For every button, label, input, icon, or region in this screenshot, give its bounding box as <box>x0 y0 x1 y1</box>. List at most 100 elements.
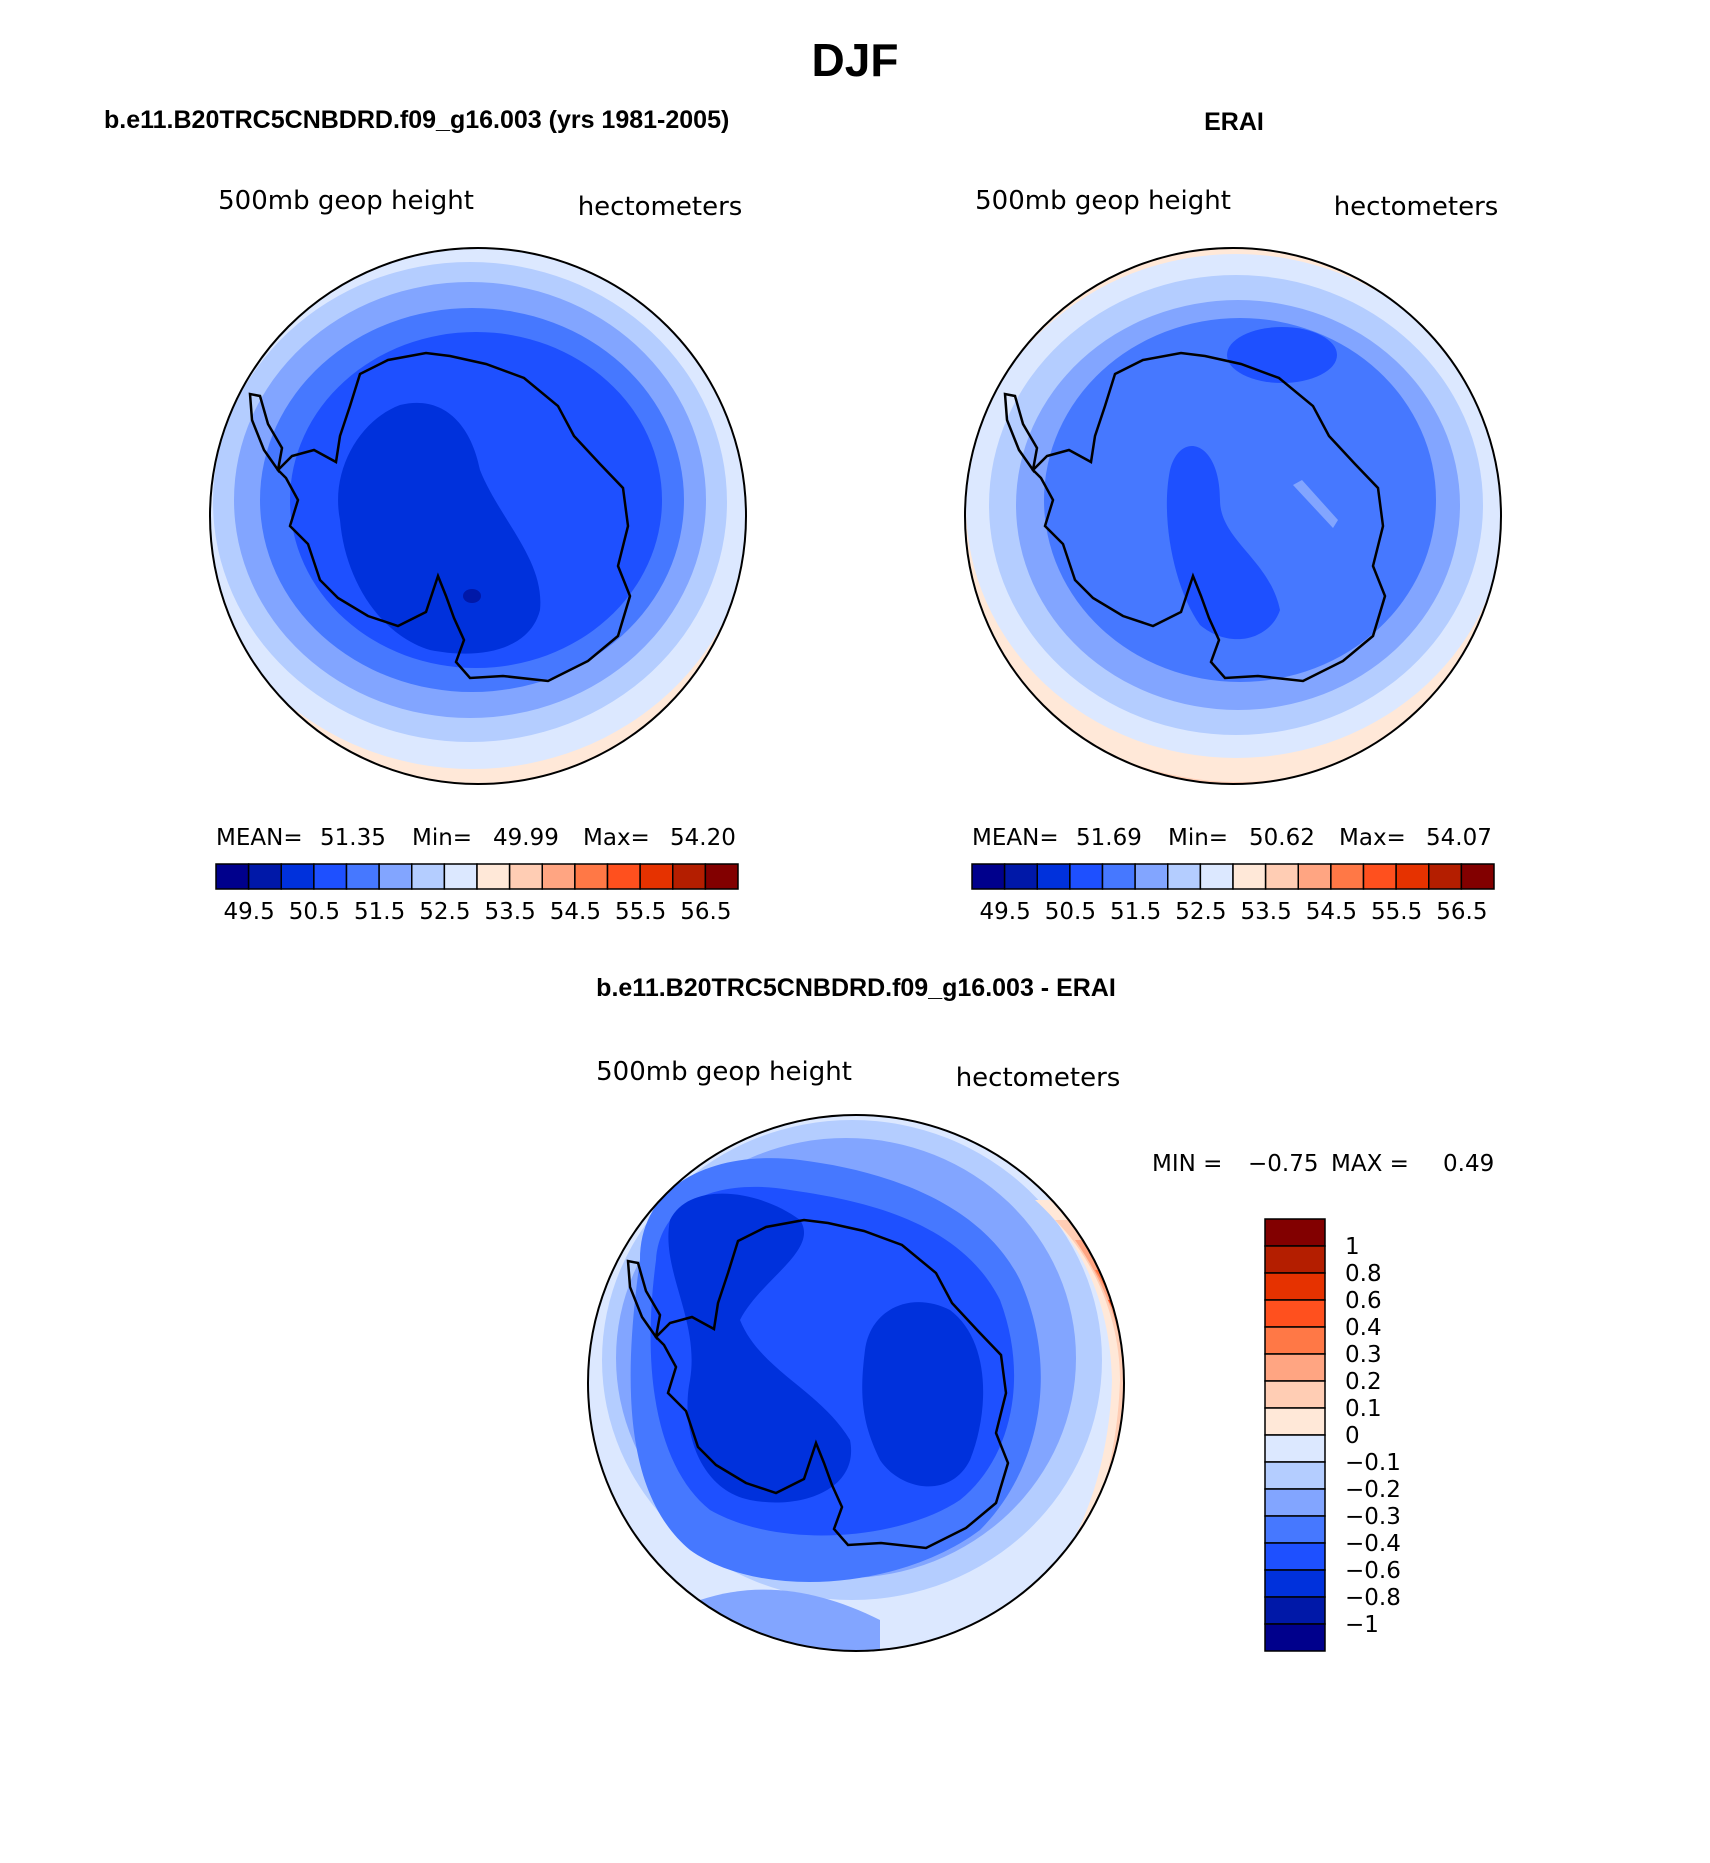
diff-colorbar-box <box>1264 1461 1326 1490</box>
case-colorbar-box <box>672 863 707 890</box>
diff-colorbar-box <box>1264 1542 1326 1571</box>
season-title: DJF <box>812 34 899 86</box>
obs-colorbar-box <box>1101 863 1136 890</box>
case-colorbar-label: 49.5 <box>224 899 275 925</box>
obs-colorbar-label: 53.5 <box>1241 899 1292 925</box>
case-colorbar-label: 53.5 <box>485 899 536 925</box>
obs-colorbar-label: 52.5 <box>1175 899 1226 925</box>
obs-map-panel: 500mb geop height hectometers MEAN= 51.6… <box>964 186 1502 925</box>
obs-colorbar-box <box>1330 863 1365 890</box>
case-colorbar-box <box>215 863 250 890</box>
case-panel-title: b.e11.B20TRC5CNBDRD.f09_g16.003 (yrs 198… <box>104 106 729 134</box>
diff-colorbar-label: −0.3 <box>1345 1504 1401 1530</box>
diff-min-label: MIN = <box>1152 1151 1222 1177</box>
diff-colorbar-label: 0.4 <box>1345 1315 1382 1341</box>
diff-colorbar-label: 1 <box>1345 1234 1360 1260</box>
diff-colorbar-box <box>1264 1407 1326 1436</box>
diff-colorbar-box <box>1264 1272 1326 1301</box>
obs-colorbar-box <box>1003 863 1038 890</box>
obs-min-label: Min= <box>1168 825 1228 851</box>
obs-max-value: 54.07 <box>1426 825 1492 851</box>
diff-colorbar-box <box>1264 1434 1326 1463</box>
obs-colorbar-box <box>1428 863 1463 890</box>
case-colorbar-label: 50.5 <box>289 899 340 925</box>
case-colorbar-box <box>443 863 478 890</box>
obs-colorbar-label: 54.5 <box>1306 899 1357 925</box>
case-colorbar-box <box>476 863 511 890</box>
case-colorbar-box <box>606 863 641 890</box>
obs-colorbar-label: 49.5 <box>980 899 1031 925</box>
diff-map-panel: 500mb geop height hectometers MIN <box>587 1057 1494 1652</box>
diff-colorbar-box <box>1264 1380 1326 1409</box>
case-colorbar-box <box>313 863 348 890</box>
case-max-label: Max= <box>583 825 650 851</box>
obs-colorbar-box <box>971 863 1006 890</box>
diff-colorbar-box <box>1264 1569 1326 1598</box>
diff-colorbar-box <box>1264 1326 1326 1355</box>
case-colorbar-box <box>639 863 674 890</box>
case-colorbar-label: 54.5 <box>550 899 601 925</box>
diff-variable-label: 500mb geop height <box>596 1057 852 1087</box>
case-colorbar-box <box>508 863 543 890</box>
case-colorbar-label: 55.5 <box>615 899 666 925</box>
diff-max-value: 0.49 <box>1443 1151 1494 1177</box>
case-colorbar-box <box>378 863 413 890</box>
obs-variable-label: 500mb geop height <box>975 186 1231 216</box>
diff-colorbar-box <box>1264 1596 1326 1625</box>
obs-min-value: 50.62 <box>1249 825 1315 851</box>
case-max-value: 54.20 <box>670 825 736 851</box>
obs-map-border <box>964 247 1502 785</box>
obs-colorbar-box <box>1199 863 1234 890</box>
diff-colorbar-box <box>1264 1299 1326 1328</box>
obs-units-label: hectometers <box>1334 192 1499 222</box>
case-colorbar-box <box>574 863 609 890</box>
diff-colorbar-label: −0.6 <box>1345 1558 1401 1584</box>
case-mean-label: MEAN= <box>216 825 303 851</box>
diff-colorbar-label: −0.8 <box>1345 1585 1401 1611</box>
obs-colorbar-box <box>1395 863 1430 890</box>
diff-units-label: hectometers <box>956 1063 1121 1093</box>
case-stats: MEAN= 51.35 Min= 49.99 Max= 54.20 <box>216 825 736 851</box>
diff-colorbar-box <box>1264 1245 1326 1274</box>
obs-panel-title: ERAI <box>1204 108 1264 136</box>
diff-colorbar-box <box>1264 1353 1326 1382</box>
diff-colorbar-label: 0.2 <box>1345 1369 1382 1395</box>
case-mean-value: 51.35 <box>320 825 386 851</box>
case-variable-label: 500mb geop height <box>218 186 474 216</box>
case-colorbar-box <box>345 863 380 890</box>
diff-colorbar-label: 0.8 <box>1345 1261 1382 1287</box>
case-min-value: 49.99 <box>493 825 559 851</box>
case-units-label: hectometers <box>578 192 743 222</box>
diff-colorbar-label: 0.6 <box>1345 1288 1382 1314</box>
diff-colorbar-label: 0.3 <box>1345 1342 1382 1368</box>
obs-mean-value: 51.69 <box>1076 825 1142 851</box>
diff-panel-title: b.e11.B20TRC5CNBDRD.f09_g16.003 - ERAI <box>596 974 1116 1002</box>
obs-colorbar-box <box>1232 863 1267 890</box>
obs-max-label: Max= <box>1339 825 1406 851</box>
diff-colorbar-label: 0.1 <box>1345 1396 1382 1422</box>
case-map-border <box>209 247 747 785</box>
obs-colorbar: 49.5 50.5 51.5 52.5 53.5 54.5 55.5 56.5 <box>971 863 1495 925</box>
case-colorbar: 49.5 50.5 51.5 52.5 53.5 54.5 55.5 56.5 <box>215 863 739 925</box>
obs-colorbar-box <box>1362 863 1397 890</box>
obs-stats: MEAN= 51.69 Min= 50.62 Max= 54.07 <box>972 825 1492 851</box>
obs-colorbar-label: 55.5 <box>1371 899 1422 925</box>
case-colorbar-label: 51.5 <box>354 899 405 925</box>
obs-colorbar-box <box>1297 863 1332 890</box>
obs-colorbar-box <box>1167 863 1202 890</box>
diff-map-border <box>587 1114 1125 1652</box>
diff-colorbar-label: −0.1 <box>1345 1450 1401 1476</box>
diff-max-label: MAX = <box>1331 1151 1409 1177</box>
diff-colorbar-label: 0 <box>1345 1423 1360 1449</box>
case-colorbar-label: 56.5 <box>680 899 731 925</box>
obs-colorbar-box <box>1036 863 1071 890</box>
case-map-panel: 500mb geop height hectometers MEAN= 51.3… <box>209 186 747 925</box>
diff-min-value: −0.75 <box>1248 1151 1318 1177</box>
obs-colorbar-label: 50.5 <box>1045 899 1096 925</box>
diff-contour-field <box>588 1115 1124 1651</box>
case-colorbar-box <box>411 863 446 890</box>
obs-contour-field <box>965 248 1501 784</box>
diff-colorbar-label: −0.4 <box>1345 1531 1401 1557</box>
diff-colorbar-box <box>1264 1515 1326 1544</box>
diff-colorbar-box <box>1264 1623 1326 1652</box>
